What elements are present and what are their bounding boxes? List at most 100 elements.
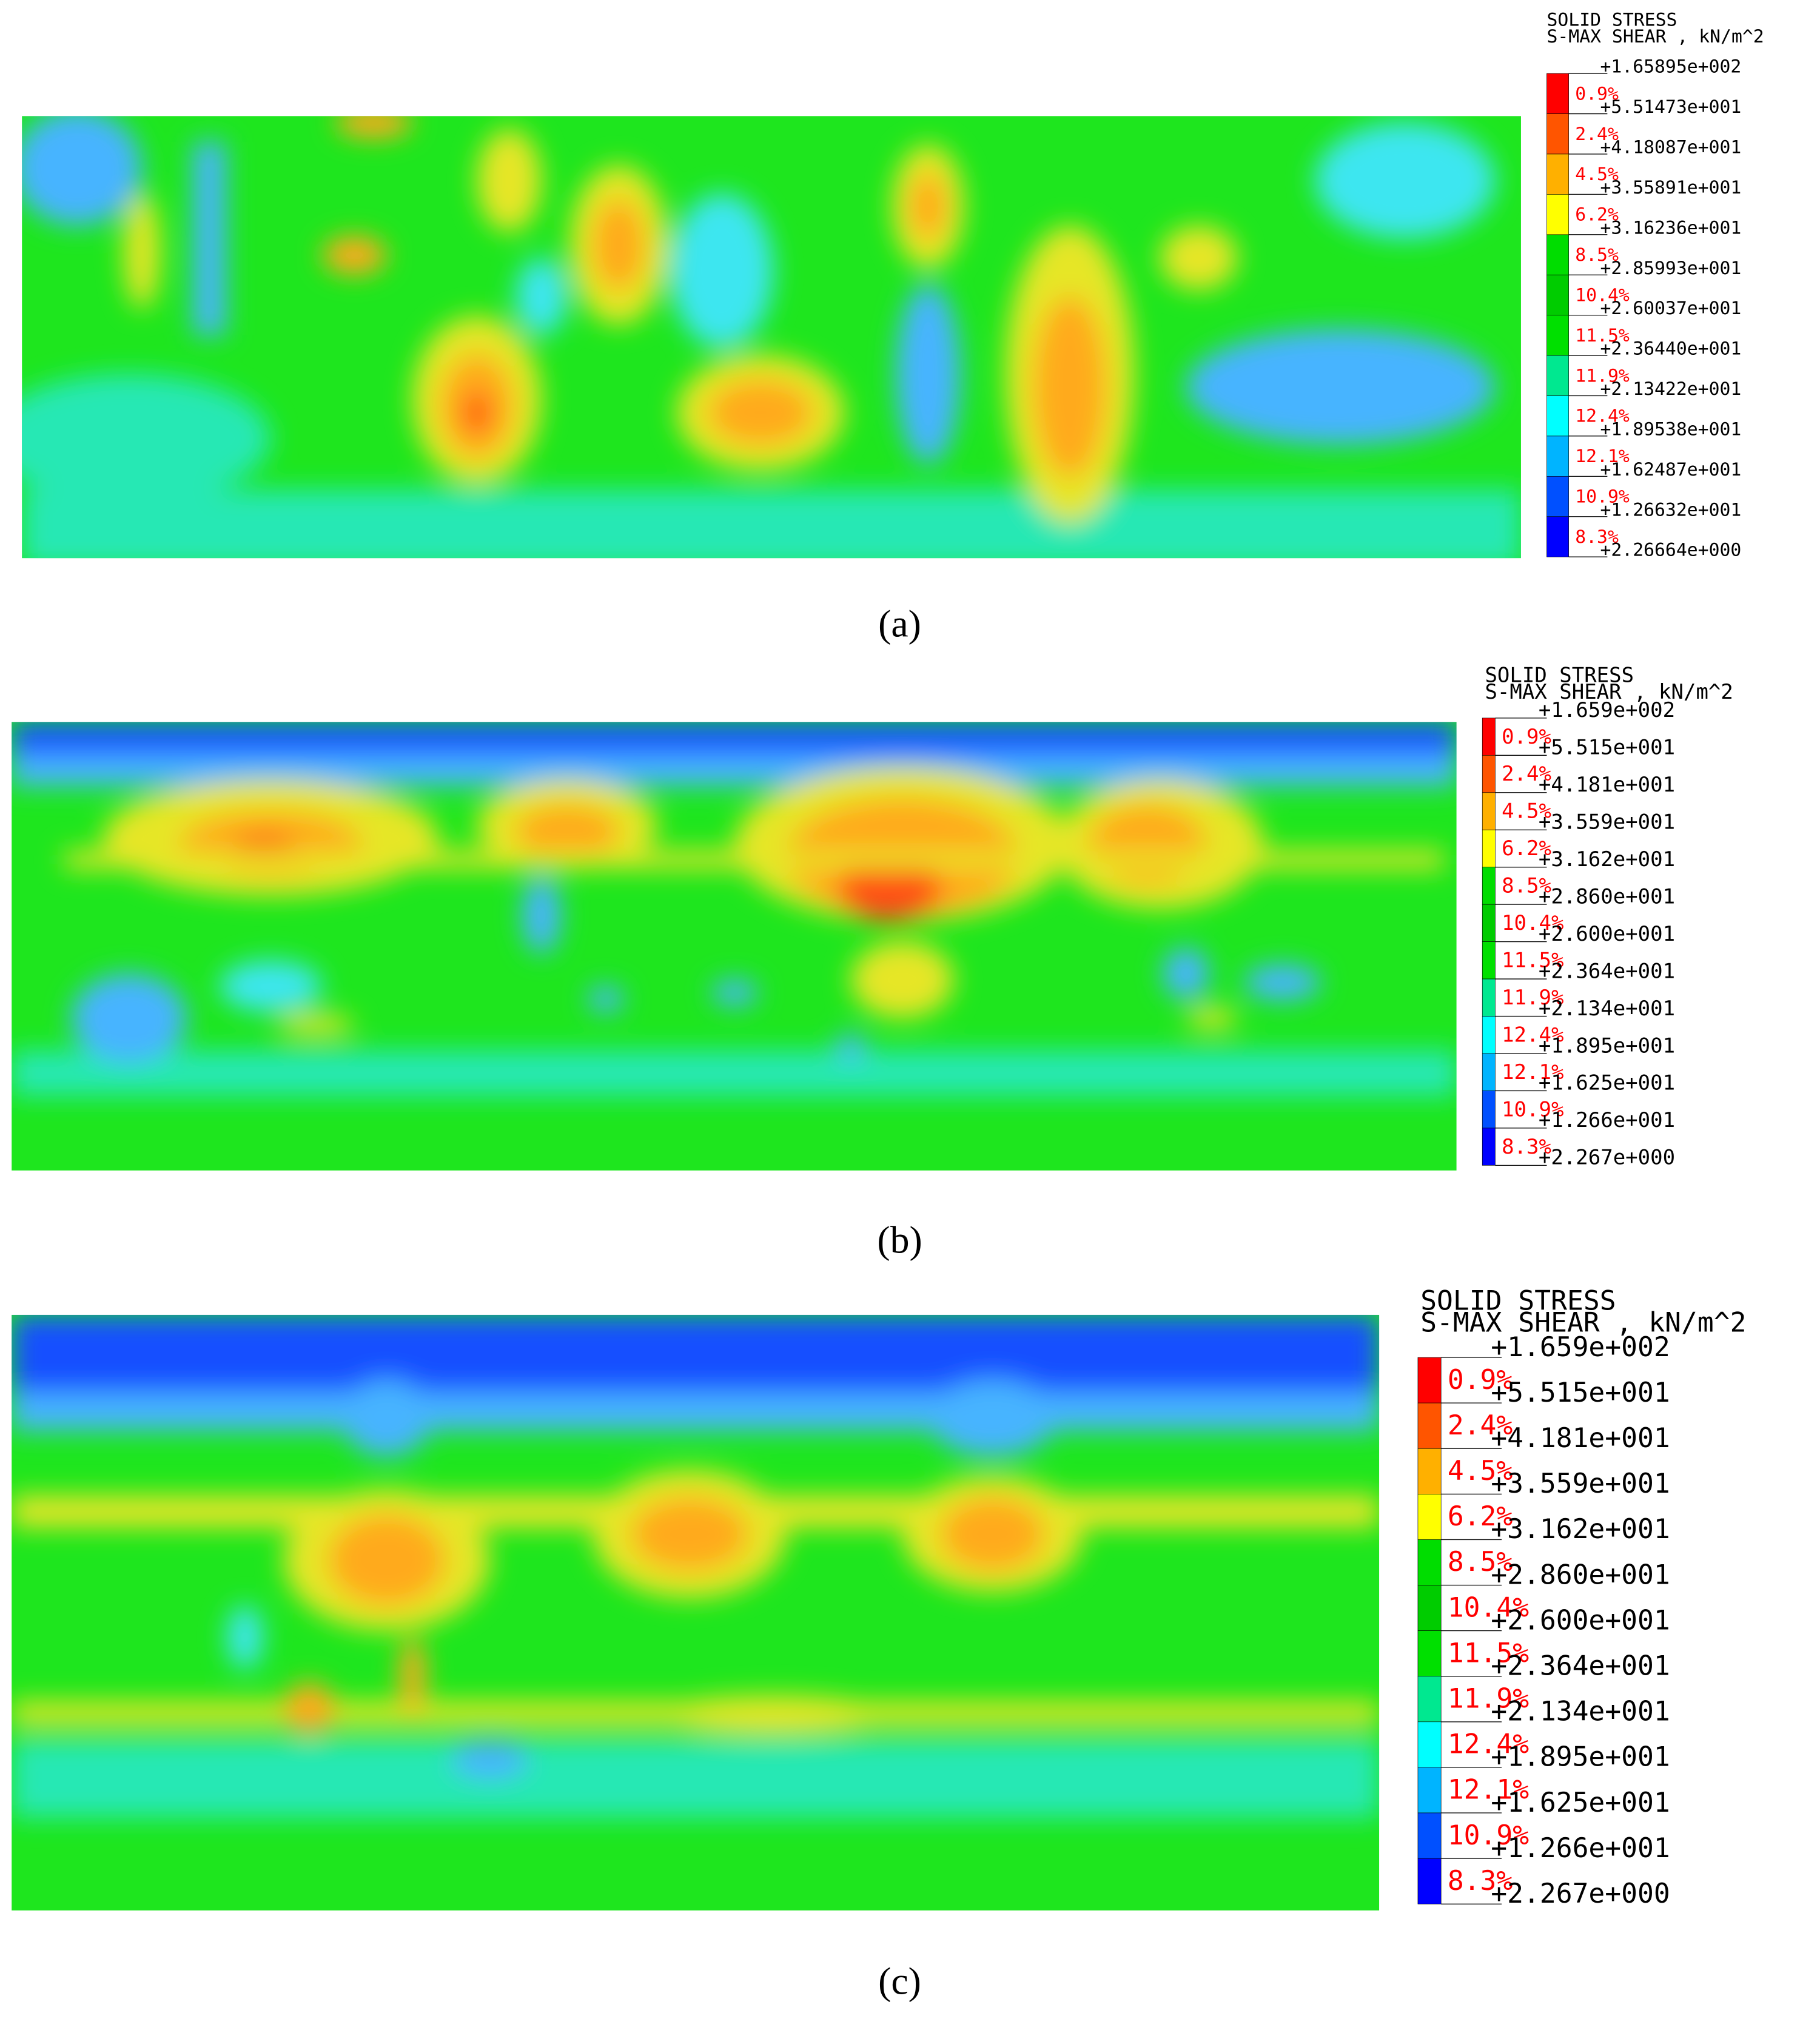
legend-swatch: [1546, 395, 1569, 437]
legend-percent: 4.5%: [1575, 164, 1619, 185]
legend-percent: 6.2%: [1448, 1501, 1513, 1532]
legend-bound: +2.267e+000: [1539, 1146, 1675, 1170]
legend-percent: 12.1%: [1502, 1060, 1563, 1084]
legend-percent: 8.5%: [1575, 244, 1619, 266]
legend-bound: +1.26632e+001: [1600, 499, 1741, 520]
legend-bound: +1.659e+002: [1491, 1331, 1670, 1363]
contour-region: [12, 1392, 1380, 1431]
legend-percent: 11.5%: [1575, 325, 1630, 346]
legend-percent: 8.3%: [1502, 1135, 1551, 1159]
legend-bound: +2.26664e+000: [1600, 540, 1741, 561]
legend-bound: +1.266e+001: [1539, 1108, 1675, 1132]
legend-swatch: [1417, 1858, 1442, 1904]
legend-percent: 0.9%: [1575, 83, 1619, 104]
legend-percent: 6.2%: [1502, 836, 1551, 861]
legend-bound: +2.134e+001: [1539, 997, 1675, 1021]
legend-swatch: [1482, 718, 1496, 756]
contour-region: [341, 1379, 432, 1457]
legend-percent: 2.4%: [1502, 762, 1551, 786]
legend-swatch: [1482, 978, 1496, 1017]
legend-bound: +2.13422e+001: [1600, 378, 1741, 400]
contour-region: [835, 1034, 867, 1060]
legend-swatch: [1417, 1630, 1442, 1677]
contour-region: [941, 1498, 1044, 1570]
legend-swatch: [1546, 113, 1569, 155]
legend-percent: 11.9%: [1575, 365, 1630, 386]
legend-swatch: [1417, 1402, 1442, 1449]
legend-subtitle: S-MAX SHEAR , kN/m^2: [1485, 680, 1733, 704]
legend-percent: 8.3%: [1575, 526, 1619, 548]
legend-swatch: [1546, 194, 1569, 235]
legend-swatch: [1546, 234, 1569, 275]
contour-region: [896, 283, 961, 465]
contour-region: [708, 380, 813, 445]
legend-bound: +2.36440e+001: [1600, 338, 1741, 360]
legend-percent: 10.9%: [1575, 486, 1630, 508]
legend-bound: +5.515e+001: [1539, 736, 1675, 760]
legend-percent: 10.4%: [1448, 1592, 1529, 1623]
legend-percent: 11.9%: [1502, 986, 1563, 1010]
contour-region: [12, 1050, 1457, 1096]
contour-region: [328, 1514, 445, 1605]
contour-region: [322, 235, 387, 275]
legend-percent: 8.5%: [1448, 1546, 1513, 1578]
legend-percent: 10.4%: [1502, 911, 1563, 935]
contour-regions: [22, 116, 1521, 559]
legend-bound: +3.559e+001: [1539, 810, 1675, 835]
legend-percent: 8.5%: [1502, 874, 1551, 898]
legend-percent: 0.9%: [1502, 725, 1551, 749]
legend-bound: +4.18087e+001: [1600, 136, 1741, 158]
legend-swatch: [1546, 435, 1569, 477]
legend-swatch: [1417, 1767, 1442, 1814]
contour-region: [477, 129, 542, 232]
contour-region: [335, 116, 413, 138]
contour-region: [515, 258, 568, 335]
contour-region: [464, 393, 490, 432]
contour-region: [1314, 122, 1496, 239]
legend-swatch: [1482, 829, 1496, 868]
contour-region: [12, 754, 1457, 787]
contour-region: [631, 1498, 748, 1570]
legend-percent: 10.9%: [1448, 1820, 1529, 1851]
contour-region: [193, 141, 226, 335]
legend-swatch: [1417, 1448, 1442, 1494]
panel-caption: (a): [878, 602, 921, 645]
contour-region: [657, 1695, 890, 1734]
legend-percent: 0.9%: [1448, 1364, 1513, 1396]
legend-swatch: [1417, 1812, 1442, 1859]
stress-contour: [12, 722, 1457, 1171]
contour-region: [1244, 964, 1321, 1001]
legend-bound: +2.600e+001: [1539, 922, 1675, 946]
legend-bound: +4.181e+001: [1539, 773, 1675, 797]
legend-subtitle: S-MAX SHEAR , kN/m^2: [1546, 26, 1764, 47]
legend-bound: +3.16236e+001: [1600, 217, 1741, 238]
contour-region: [399, 1637, 426, 1715]
contour-region: [12, 1314, 1380, 1399]
legend-bound: +5.515e+001: [1491, 1377, 1670, 1408]
legend-bound: +2.267e+000: [1491, 1878, 1670, 1909]
contour-region: [515, 805, 619, 858]
legend-swatch: [1546, 476, 1569, 517]
legend-bound: +3.559e+001: [1491, 1468, 1670, 1499]
contour-region: [12, 722, 1457, 758]
legend-bound: +2.860e+001: [1491, 1559, 1670, 1590]
contour-region: [910, 173, 947, 239]
contour-region: [711, 980, 758, 1006]
legend-swatch: [1546, 355, 1569, 396]
legend-percent: 4.5%: [1502, 799, 1551, 824]
legend-swatch: [1482, 1091, 1496, 1129]
legend-title: SOLID STRESS: [1485, 663, 1634, 687]
contour-region: [850, 941, 954, 1019]
legend-bound: +1.625e+001: [1491, 1787, 1670, 1818]
contour-region: [1163, 947, 1209, 1000]
contour-region: [283, 1682, 335, 1734]
legend-percent: 11.5%: [1448, 1637, 1529, 1669]
legend-bound: +3.162e+001: [1491, 1513, 1670, 1545]
contour-region: [12, 1740, 1380, 1818]
contour-region: [593, 200, 645, 291]
